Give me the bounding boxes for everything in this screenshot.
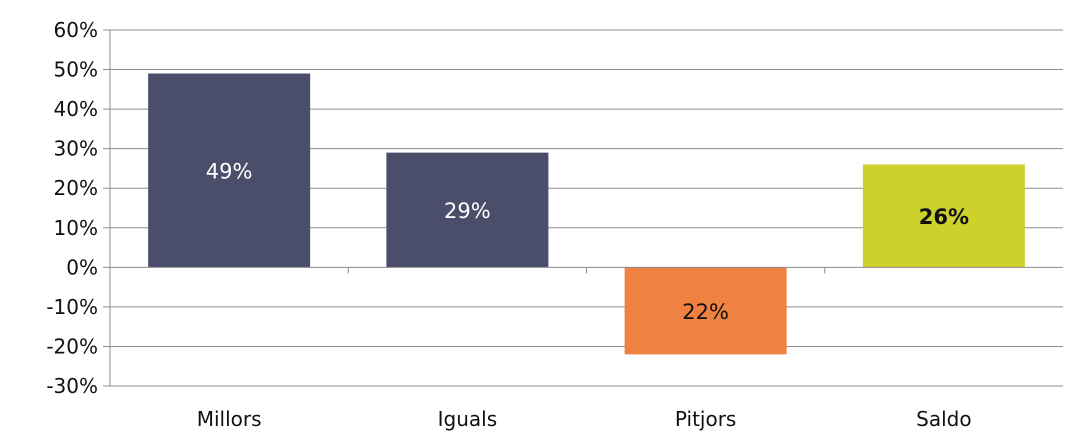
bar-millors: [148, 73, 311, 268]
y-tick-label: -20%: [46, 334, 98, 358]
y-tick-label: -30%: [46, 374, 98, 398]
data-label: 29%: [444, 199, 491, 223]
y-tick-label: 20%: [54, 176, 98, 200]
y-tick-label: 0%: [66, 255, 98, 279]
zero-axis: [110, 266, 1063, 274]
y-tick-label: -10%: [46, 295, 98, 319]
y-tick-label: 50%: [54, 58, 98, 82]
y-tick-label: 40%: [54, 97, 98, 121]
data-label: 49%: [206, 159, 253, 183]
x-category-label: Millors: [197, 407, 262, 431]
y-tick-label: 30%: [54, 137, 98, 161]
data-label: 26%: [919, 205, 969, 229]
x-axis: Millors Iguals Pitjors Saldo: [197, 407, 972, 431]
data-labels: 49% 29% 22% 26%: [206, 159, 969, 323]
y-tick-label: 60%: [54, 18, 98, 42]
data-label: 22%: [682, 300, 729, 324]
y-axis: 60% 50% 40% 30% 20% 10% 0% -10% -20% -30%: [46, 18, 111, 398]
bar-iguals: [386, 152, 549, 268]
bars: [148, 73, 1025, 355]
y-tick-label: 10%: [54, 216, 98, 240]
x-category-label: Pitjors: [675, 407, 736, 431]
x-category-label: Iguals: [438, 407, 498, 431]
x-category-label: Saldo: [916, 407, 971, 431]
bar-saldo: [862, 164, 1025, 268]
bar-pitjors: [624, 267, 787, 355]
